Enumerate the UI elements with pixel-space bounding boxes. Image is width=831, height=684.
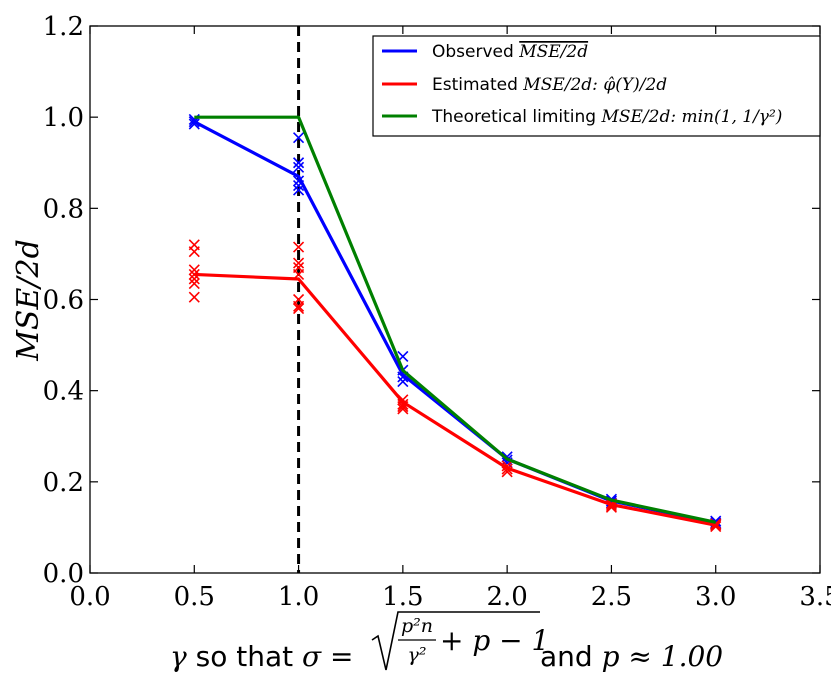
x-tick-label: 1.5 bbox=[382, 582, 423, 612]
x-tick-label: 3.0 bbox=[695, 582, 736, 612]
y-tick-label: 1.0 bbox=[43, 103, 84, 133]
scatter-mark-0 bbox=[293, 132, 305, 144]
scatter-mark-0 bbox=[293, 157, 305, 169]
x-tick-label: 0.0 bbox=[69, 582, 110, 612]
scatter-mark-0 bbox=[293, 161, 305, 173]
scatter-mark-1 bbox=[397, 403, 409, 415]
scatter-mark-1 bbox=[397, 401, 409, 413]
legend-entry-estimated: Estimated MSE/2d: φ̂(Y)/2d bbox=[432, 75, 667, 95]
scatter-mark-1 bbox=[293, 300, 305, 312]
x-tick-label: 3.5 bbox=[799, 582, 831, 612]
scatter-mark-1 bbox=[188, 246, 200, 258]
scatter-mark-1 bbox=[605, 501, 617, 513]
x-tick-label: 0.5 bbox=[174, 582, 215, 612]
x-label-rest: + p − 1 bbox=[440, 624, 549, 657]
scatter-mark-0 bbox=[293, 184, 305, 196]
x-label-gamma: γ bbox=[170, 640, 187, 673]
y-tick-label: 0.8 bbox=[43, 194, 84, 224]
series-line-2 bbox=[194, 115, 717, 524]
x-label-radical bbox=[371, 611, 540, 671]
y-tick-label: 1.2 bbox=[43, 12, 84, 42]
legend-box bbox=[372, 35, 821, 137]
svg-text:γ so that σ =: γ so that σ = bbox=[170, 640, 354, 673]
series-line-0 bbox=[193, 120, 717, 525]
x-label-denominator: γ² bbox=[408, 644, 427, 666]
y-tick-label: 0.0 bbox=[43, 559, 84, 589]
series-line-1 bbox=[194, 272, 717, 527]
scatter-mark-1 bbox=[188, 264, 200, 276]
scatter-mark-1 bbox=[188, 277, 200, 290]
scatter-mark-1 bbox=[188, 291, 200, 303]
x-axis-label: γ so that σ = p²n γ² + p − 1 and p ≈ 1.0… bbox=[170, 611, 723, 673]
y-axis-label: MSE/2d bbox=[11, 239, 46, 362]
legend-entry-theoretical: Theoretical limiting MSE/2d: min(1, 1/γ²… bbox=[431, 107, 782, 127]
legend-entry-observed: Observed MSE/2d bbox=[432, 42, 588, 62]
x-tick-label: 2.5 bbox=[591, 582, 632, 612]
scatter-mark-1 bbox=[293, 268, 305, 280]
legend: Observed MSE/2d Estimated MSE/2d: φ̂(Y)/… bbox=[372, 35, 821, 137]
scatter-mark-1 bbox=[397, 398, 409, 410]
scatter-mark-0 bbox=[397, 375, 409, 388]
scatter-mark-1 bbox=[293, 257, 305, 269]
x-label-so-that: so that bbox=[187, 640, 302, 673]
scatter-mark-1 bbox=[293, 303, 305, 315]
scatter-mark-1 bbox=[188, 268, 200, 280]
y-tick-label: 0.4 bbox=[43, 377, 84, 407]
tick-group: 0.0 0.5 1.0 1.5 2.0 2.5 3.0 3.5 0.0 0.2 0.4 0.6 0.8 1… bbox=[43, 12, 831, 612]
y-tick-label: 0.6 bbox=[43, 286, 84, 316]
svg-text:and p ≈ 1.00: and p ≈ 1.00 bbox=[540, 640, 723, 673]
y-tick-label: 0.2 bbox=[43, 468, 84, 498]
scatter-mark-1 bbox=[501, 463, 513, 475]
x-label-p: p ≈ 1.00 bbox=[602, 640, 724, 673]
x-tick-label: 2.0 bbox=[486, 582, 527, 612]
scatter-mark-1 bbox=[293, 241, 305, 253]
x-label-sigma: σ = bbox=[302, 640, 353, 673]
scatter-mark-0 bbox=[293, 179, 305, 192]
scatter-mark-0 bbox=[188, 118, 200, 130]
series-group bbox=[188, 26, 722, 573]
scatter-mark-1 bbox=[188, 273, 200, 285]
scatter-mark-1 bbox=[501, 466, 513, 478]
x-label-and: and bbox=[540, 640, 602, 673]
x-tick-label: 1.0 bbox=[278, 582, 319, 612]
scatter-mark-0 bbox=[293, 175, 305, 187]
x-label-numerator: p²n bbox=[401, 615, 433, 637]
